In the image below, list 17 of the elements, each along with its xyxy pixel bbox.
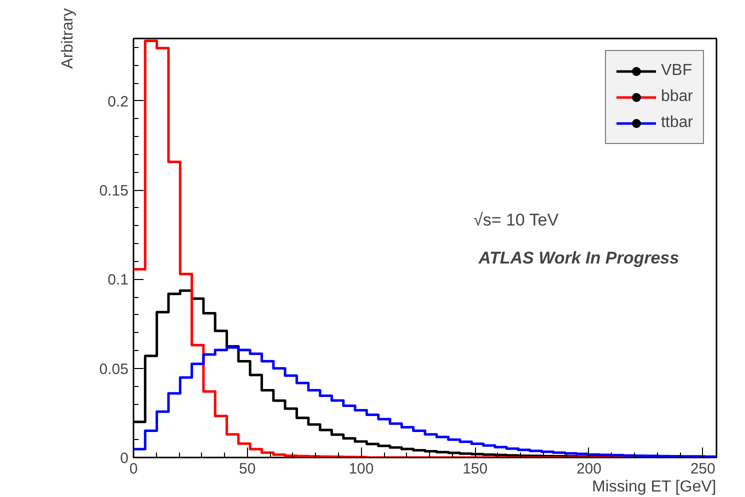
annotation: √s= 10 TeV	[474, 210, 560, 230]
legend-label: ttbar	[660, 114, 693, 132]
x-tick-label: 50	[239, 460, 256, 478]
y-tick-label: 0	[120, 450, 128, 467]
x-tick-label: 200	[576, 460, 602, 478]
x-tick-label: 150	[462, 460, 488, 478]
annotation: ATLAS Work In Progress	[478, 248, 680, 268]
x-axis-title: Missing ET [GeV]	[592, 478, 716, 496]
y-axis-title: Arbitrary	[59, 8, 76, 69]
y-tick-label: 0.05	[99, 360, 129, 378]
y-tick-label: 0.2	[108, 93, 129, 110]
y-tick-label: 0.15	[99, 182, 129, 200]
legend-label: bbar	[660, 88, 693, 106]
x-tick-label: 250	[690, 460, 716, 478]
x-tick-label: 100	[348, 460, 374, 478]
y-tick-label: 0.1	[108, 272, 129, 289]
legend-label: VBF	[660, 62, 692, 80]
